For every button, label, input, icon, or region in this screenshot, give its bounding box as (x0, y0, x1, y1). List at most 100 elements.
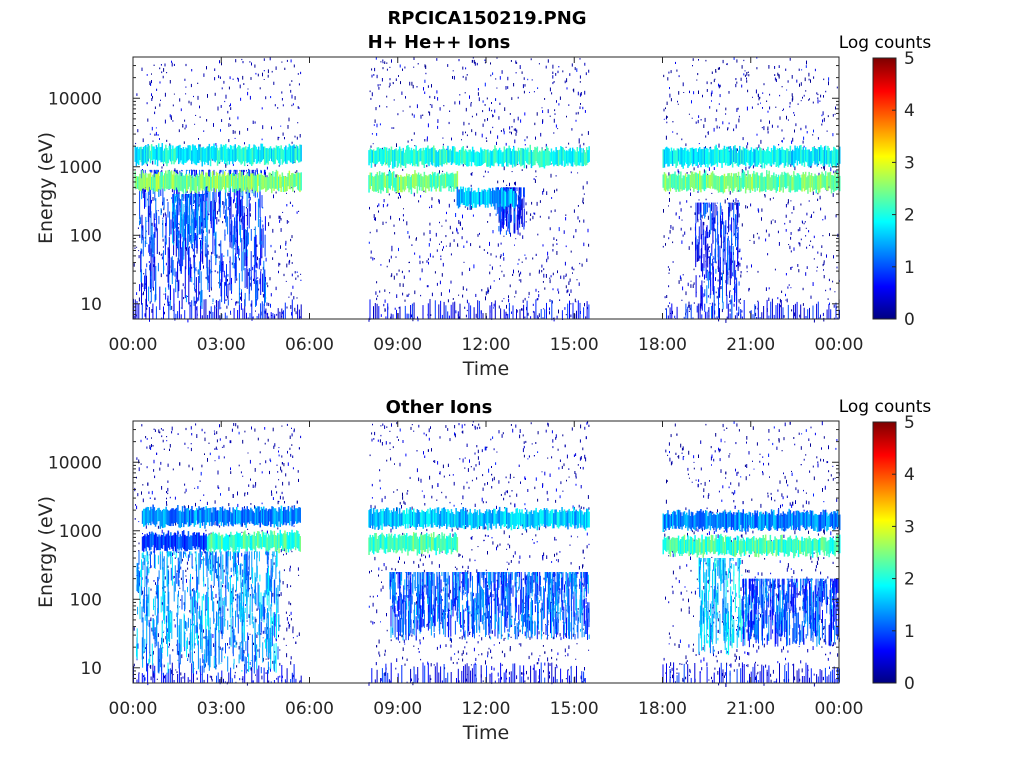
burst-streak (187, 208, 189, 224)
speckle (508, 298, 510, 303)
speckle (176, 170, 178, 175)
energy-band-cell (490, 191, 493, 207)
speckle (581, 263, 583, 267)
speckle (820, 571, 822, 575)
burst-streak (206, 234, 208, 245)
energy-band-cell (449, 173, 451, 187)
burst-streak (725, 220, 727, 235)
colorbar-cell (873, 229, 896, 231)
energy-band-cell (807, 149, 809, 167)
energy-band-cell (701, 175, 703, 189)
speckle (503, 235, 505, 237)
energy-band-cell (759, 147, 761, 163)
speckle (280, 245, 281, 249)
energy-band-cell (493, 190, 495, 207)
speckle (142, 169, 143, 171)
speckle (458, 316, 460, 320)
energy-band-cell (779, 176, 781, 192)
speckle (715, 118, 717, 122)
speckle (686, 172, 688, 174)
burst-streak (162, 180, 164, 205)
colorbar-cell (873, 137, 896, 139)
speckle (403, 275, 405, 279)
speckle (488, 107, 490, 112)
speckle (736, 59, 738, 63)
speckle (509, 131, 511, 134)
energy-band-cell (454, 173, 456, 189)
burst-streak (738, 306, 740, 315)
low-energy-stripe (233, 308, 235, 319)
burst-streak (521, 198, 523, 227)
speckle (171, 188, 173, 193)
burst-streak (139, 189, 141, 219)
colorbar-cell (873, 136, 896, 138)
burst-streak (184, 194, 186, 202)
speckle (832, 133, 834, 137)
speckle (151, 80, 152, 84)
speckle (587, 228, 589, 233)
energy-band-cell (839, 146, 841, 164)
speckle (701, 214, 703, 219)
colorbar-cell (873, 140, 896, 142)
speckle (152, 160, 154, 165)
speckle (496, 141, 497, 145)
speckle (582, 106, 584, 110)
colorbar-cell (873, 89, 896, 91)
speckle (228, 86, 230, 90)
burst-streak (260, 169, 262, 173)
speckle (710, 263, 712, 266)
energy-band-cell (824, 171, 827, 190)
speckle (247, 452, 249, 454)
speckle (203, 265, 204, 269)
colorbar-cell (873, 289, 896, 291)
burst-streak (234, 217, 235, 235)
energy-band-cell (287, 147, 289, 161)
speckle (431, 84, 432, 88)
speckle (823, 275, 825, 279)
speckle (708, 167, 710, 171)
colorbar-cell (873, 220, 896, 222)
burst-streak (722, 212, 724, 225)
energy-band-cell (809, 151, 812, 167)
low-energy-stripe (779, 303, 780, 319)
energy-band-cell (153, 177, 155, 191)
speckle (470, 184, 472, 187)
energy-band-cell (429, 148, 431, 163)
speckle (728, 122, 730, 125)
energy-band-cell (734, 173, 736, 189)
energy-band-cell (760, 148, 762, 164)
colorbar-cell (873, 63, 896, 65)
speckle (269, 57, 271, 61)
speckle (486, 97, 488, 100)
energy-band-cell (780, 149, 782, 165)
speckle (735, 442, 737, 445)
speckle (833, 304, 835, 308)
energy-band-cell (577, 151, 580, 166)
burst-streak (178, 279, 180, 291)
burst-streak (227, 283, 229, 300)
speckle (511, 97, 513, 100)
speckle (812, 101, 814, 104)
colorbar-cell (873, 131, 896, 133)
speckle (809, 244, 811, 246)
burst-streak (230, 169, 232, 172)
colorbar-cell (873, 195, 896, 197)
speckle (728, 455, 730, 458)
speckle (452, 662, 454, 664)
speckle (398, 247, 399, 252)
speckle (717, 279, 719, 282)
burst-streak (225, 275, 227, 287)
energy-band-cell (699, 147, 701, 164)
speckle (191, 69, 193, 72)
energy-band-cell (388, 171, 390, 189)
low-energy-stripe (196, 306, 198, 319)
y-tick-label: 100 (70, 226, 102, 246)
colorbar-cell (873, 133, 896, 135)
burst-streak (199, 237, 200, 240)
speckle (667, 305, 669, 308)
energy-band-cell (143, 174, 146, 190)
speckle (522, 299, 524, 303)
energy-band-cell (677, 148, 680, 162)
low-energy-stripe (770, 301, 772, 319)
speckle (734, 597, 736, 599)
